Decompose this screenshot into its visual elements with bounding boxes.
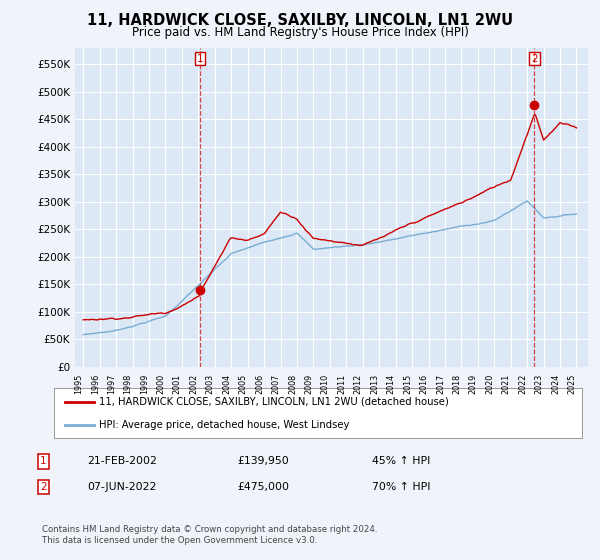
Text: 21-FEB-2002: 21-FEB-2002: [87, 456, 157, 466]
Text: 2: 2: [531, 54, 538, 64]
Text: 45% ↑ HPI: 45% ↑ HPI: [372, 456, 430, 466]
Text: HPI: Average price, detached house, West Lindsey: HPI: Average price, detached house, West…: [99, 421, 349, 430]
Text: 2005: 2005: [239, 374, 248, 394]
Text: 1995: 1995: [74, 374, 83, 394]
Text: 2002: 2002: [190, 374, 199, 394]
Text: 2008: 2008: [288, 374, 297, 394]
Text: 2006: 2006: [255, 374, 264, 394]
Text: £475,000: £475,000: [237, 482, 289, 492]
Text: Contains HM Land Registry data © Crown copyright and database right 2024.
This d: Contains HM Land Registry data © Crown c…: [42, 525, 377, 545]
Text: 2025: 2025: [568, 374, 577, 394]
Text: 2001: 2001: [173, 374, 182, 394]
Text: 1998: 1998: [124, 374, 133, 394]
Text: 2023: 2023: [535, 374, 544, 394]
Text: 2022: 2022: [518, 374, 527, 394]
Text: 2013: 2013: [370, 374, 379, 394]
Text: 1997: 1997: [107, 374, 116, 394]
Text: 1: 1: [40, 456, 47, 466]
Text: 1996: 1996: [91, 374, 100, 394]
Text: 2018: 2018: [452, 374, 461, 394]
Text: Price paid vs. HM Land Registry's House Price Index (HPI): Price paid vs. HM Land Registry's House …: [131, 26, 469, 39]
Text: £139,950: £139,950: [237, 456, 289, 466]
Text: 70% ↑ HPI: 70% ↑ HPI: [372, 482, 431, 492]
Text: 2016: 2016: [419, 374, 428, 394]
Text: 11, HARDWICK CLOSE, SAXILBY, LINCOLN, LN1 2WU (detached house): 11, HARDWICK CLOSE, SAXILBY, LINCOLN, LN…: [99, 396, 449, 407]
Text: 2021: 2021: [502, 374, 511, 394]
Text: 2020: 2020: [485, 374, 494, 394]
Text: 2011: 2011: [337, 374, 346, 394]
Text: 07-JUN-2022: 07-JUN-2022: [87, 482, 157, 492]
Text: 2014: 2014: [386, 374, 395, 394]
Text: 2007: 2007: [272, 374, 281, 394]
Text: 11, HARDWICK CLOSE, SAXILBY, LINCOLN, LN1 2WU: 11, HARDWICK CLOSE, SAXILBY, LINCOLN, LN…: [87, 13, 513, 29]
Text: 2015: 2015: [403, 374, 412, 394]
Text: 2003: 2003: [206, 374, 215, 394]
Text: 2019: 2019: [469, 374, 478, 394]
Text: 2: 2: [40, 482, 47, 492]
Text: 2017: 2017: [436, 374, 445, 394]
Text: 2010: 2010: [321, 374, 330, 394]
Text: 2024: 2024: [551, 374, 560, 394]
Text: 1999: 1999: [140, 374, 149, 394]
Text: 2000: 2000: [157, 374, 166, 394]
Text: 2009: 2009: [304, 374, 313, 394]
Text: 2004: 2004: [222, 374, 231, 394]
Text: 2012: 2012: [354, 374, 363, 394]
Text: 1: 1: [197, 54, 203, 64]
